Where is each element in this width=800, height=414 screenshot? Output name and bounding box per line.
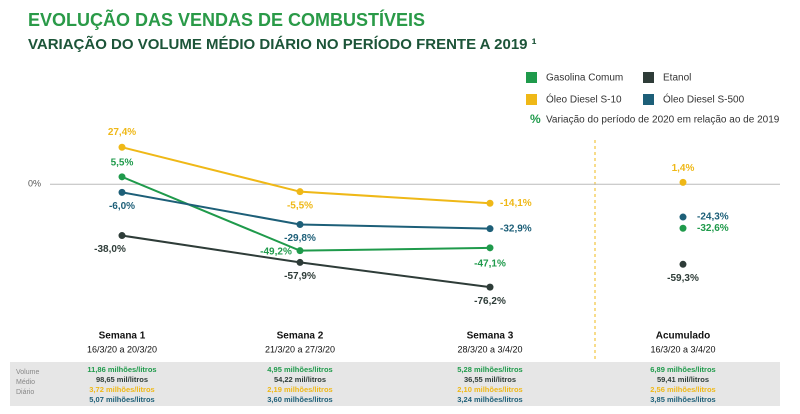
value-label: -59,3%	[667, 273, 699, 284]
point	[118, 232, 126, 240]
y-tick-label: 0%	[28, 179, 41, 189]
volume-cell: 5,28 milhões/litros	[457, 365, 522, 374]
legend-swatch	[526, 94, 537, 105]
table-row-label: Volume	[16, 369, 39, 376]
volume-cell: 3,72 milhões/litros	[89, 385, 154, 394]
value-label: -38,0%	[94, 244, 126, 255]
legend-swatch	[643, 72, 654, 83]
value-label: 1,4%	[672, 163, 695, 174]
point	[296, 258, 304, 266]
accumulated-point	[679, 213, 687, 221]
point	[296, 188, 304, 196]
table-row-label: Médio	[16, 379, 35, 386]
volume-cell: 3,60 milhões/litros	[267, 395, 332, 404]
accumulated-point	[679, 260, 687, 268]
point	[486, 283, 494, 291]
value-label: 27,4%	[108, 127, 136, 138]
point	[296, 247, 304, 255]
accumulated-point	[679, 178, 687, 186]
series-line	[121, 146, 491, 205]
legend-label: Etanol	[663, 73, 691, 84]
x-tick-dates: 16/3/20 a 20/3/20	[87, 344, 157, 354]
value-label: -5,5%	[287, 200, 313, 211]
legend-label: Óleo Diesel S-500	[663, 93, 745, 106]
value-label: -32,9%	[500, 223, 532, 234]
point	[486, 199, 494, 207]
volume-cell: 5,07 milhões/litros	[89, 395, 154, 404]
accumulated-label: Acumulado	[656, 331, 710, 342]
value-label: -6,0%	[109, 201, 135, 212]
value-label: -49,2%	[260, 246, 292, 257]
x-tick-label: Semana 3	[467, 331, 514, 342]
volume-cell: 3,24 milhões/litros	[457, 395, 522, 404]
volume-cell: 2,56 milhões/litros	[650, 385, 715, 394]
point	[296, 220, 304, 228]
chart-subtitle: VARIAÇÃO DO VOLUME MÉDIO DIÁRIO NO PERÍO…	[28, 35, 537, 53]
value-label: -76,2%	[474, 296, 506, 307]
x-tick-label: Semana 2	[277, 331, 324, 342]
point	[486, 244, 494, 252]
legend-swatch	[643, 94, 654, 105]
value-label: -32,6%	[697, 223, 729, 234]
volume-cell: 11,86 milhões/litros	[87, 365, 156, 374]
volume-cell: 2,19 milhões/litros	[267, 385, 332, 394]
table-band	[10, 362, 780, 406]
table-row-label: Diário	[16, 389, 34, 396]
point	[118, 143, 126, 151]
point	[486, 225, 494, 233]
value-label: -29,8%	[284, 233, 316, 244]
volume-cell: 6,89 milhões/litros	[650, 365, 715, 374]
value-label: 5,5%	[111, 157, 134, 168]
x-tick-dates: 28/3/20 a 3/4/20	[457, 344, 522, 354]
x-tick-label: Semana 1	[99, 331, 146, 342]
volume-cell: 3,85 milhões/litros	[650, 395, 715, 404]
volume-cell: 54,22 mil/litros	[274, 375, 326, 384]
volume-cell: 98,65 mil/litros	[96, 375, 148, 384]
chart-title: EVOLUÇÃO DAS VENDAS DE COMBUSTÍVEIS	[28, 9, 425, 30]
accumulated-point	[679, 224, 687, 232]
x-tick-dates: 21/3/20 a 27/3/20	[265, 344, 335, 354]
point	[118, 173, 126, 181]
legend-note: Variação do período de 2020 em relação a…	[546, 115, 780, 126]
volume-cell: 4,95 milhões/litros	[267, 365, 332, 374]
legend-label: Óleo Diesel S-10	[546, 93, 622, 106]
value-label: -24,3%	[697, 212, 729, 223]
value-label: -57,9%	[284, 271, 316, 282]
volume-cell: 59,41 mil/litros	[657, 375, 709, 384]
accumulated-dates: 16/3/20 a 3/4/20	[650, 344, 715, 354]
point	[118, 188, 126, 196]
legend-swatch	[526, 72, 537, 83]
value-label: -47,1%	[474, 258, 506, 269]
value-label: -14,1%	[500, 198, 532, 209]
legend-note-symbol: %	[530, 112, 541, 126]
legend-label: Gasolina Comum	[546, 73, 623, 84]
volume-cell: 2,10 milhões/litros	[457, 385, 522, 394]
volume-cell: 36,55 mil/litros	[464, 375, 516, 384]
